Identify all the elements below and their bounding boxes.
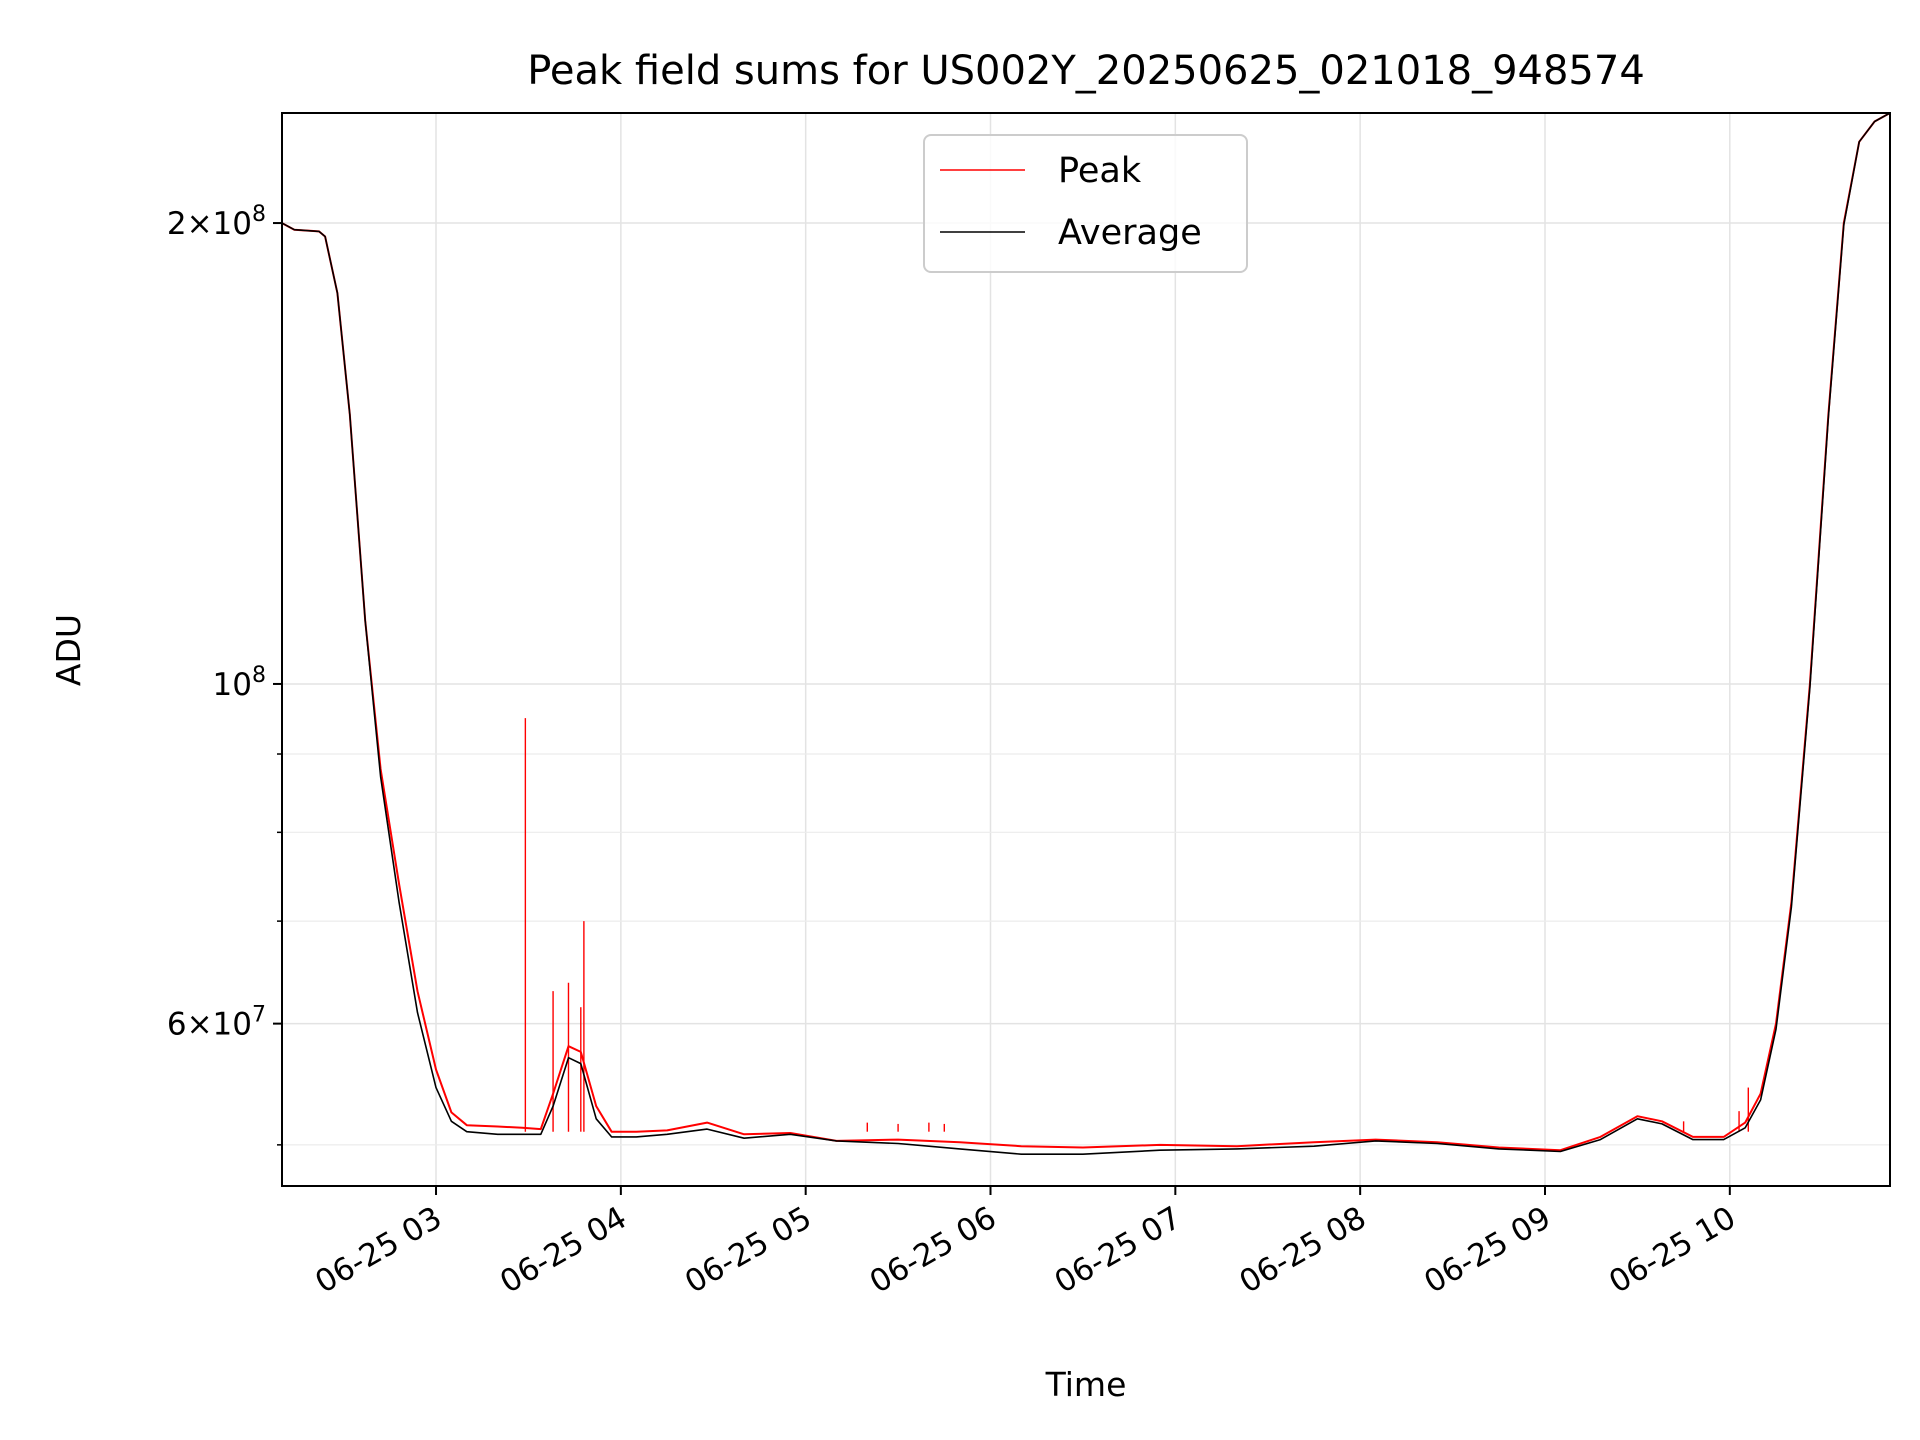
x-tick-label: 06-25 06	[864, 1200, 1003, 1301]
plot-area-frame	[281, 112, 1891, 1187]
x-tick-label: 06-25 04	[494, 1200, 633, 1301]
series-line-average	[281, 112, 1891, 1155]
axis-ticks: 06-25 03 06-25 04 06-25 05 06-25 06 06-25 07…	[167, 202, 1742, 1301]
chart-title: Peak field sums for US002Y_20250625_0210…	[527, 48, 1645, 94]
legend-label-average: Average	[1058, 213, 1202, 253]
x-tick-label: 06-25 10	[1603, 1200, 1742, 1301]
y-tick-label: 2×108	[167, 202, 266, 242]
y-tick-label: 6×107	[167, 1003, 266, 1043]
legend: Peak Average	[923, 134, 1248, 273]
x-tick-label: 06-25 09	[1418, 1200, 1557, 1301]
legend-label-peak: Peak	[1058, 151, 1142, 191]
x-tick-label: 06-25 08	[1233, 1200, 1372, 1301]
series-lines	[281, 112, 1891, 1155]
y-tick-label: 108	[213, 663, 266, 703]
x-tick-label: 06-25 07	[1049, 1200, 1188, 1301]
x-tick-label: 06-25 03	[309, 1200, 448, 1301]
x-tick-label: 06-25 05	[679, 1200, 818, 1301]
x-axis-label: Time	[1045, 1365, 1127, 1404]
y-axis-label: ADU	[49, 614, 88, 686]
grid-lines	[282, 113, 1890, 1186]
